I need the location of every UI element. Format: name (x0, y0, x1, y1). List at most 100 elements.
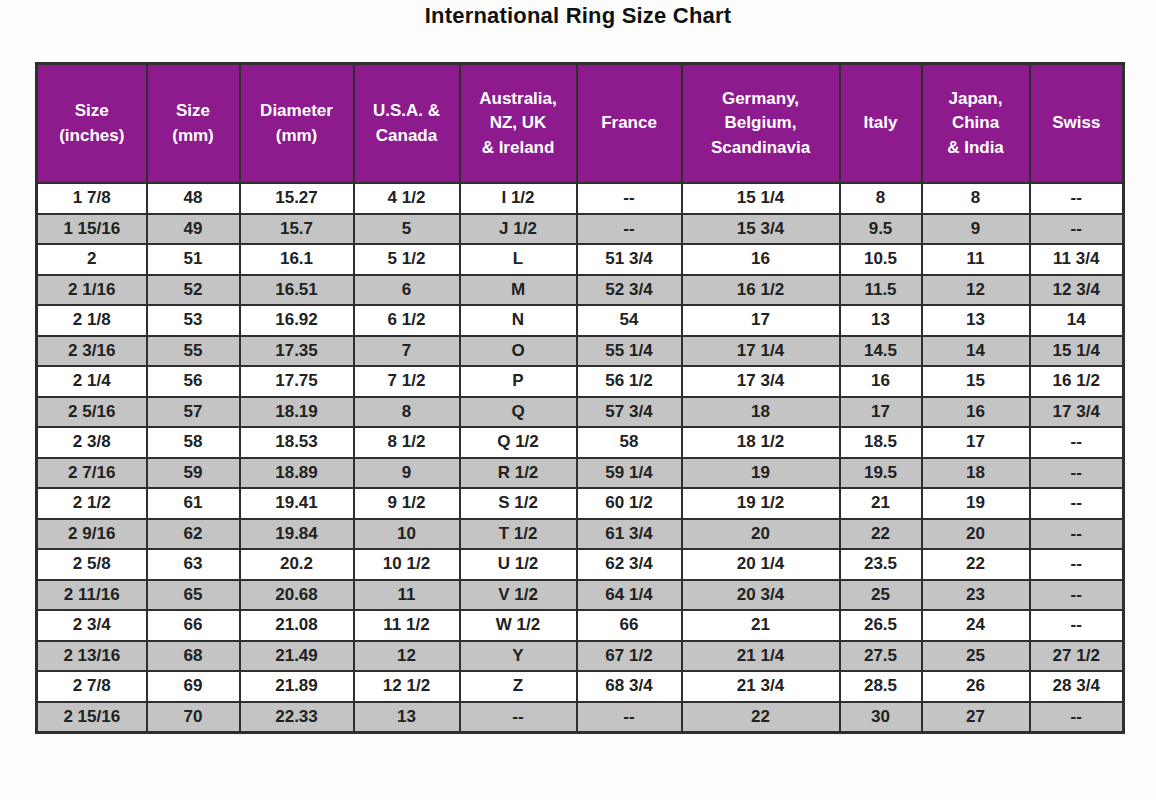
table-cell: 16 (840, 366, 922, 397)
table-cell: 4 1/2 (354, 183, 460, 214)
table-cell: 8 (354, 397, 460, 428)
table-cell: N (460, 305, 577, 336)
table-cell: 2 1/8 (37, 305, 147, 336)
table-cell: O (460, 336, 577, 367)
table-cell: 16 1/2 (1030, 366, 1124, 397)
table-cell: Z (460, 671, 577, 702)
table-cell: 15 3/4 (682, 214, 840, 245)
table-cell: 9 1/2 (354, 488, 460, 519)
table-cell: 19 (922, 488, 1030, 519)
table-cell: 61 (147, 488, 240, 519)
table-cell: 2 1/2 (37, 488, 147, 519)
table-cell: -- (460, 702, 577, 733)
table-cell: 21.49 (240, 641, 354, 672)
table-cell: U 1/2 (460, 549, 577, 580)
table-cell: 56 (147, 366, 240, 397)
table-cell: 16.51 (240, 275, 354, 306)
table-cell: 58 (147, 427, 240, 458)
page-title: International Ring Size Chart (0, 3, 1156, 29)
table-cell: 11 1/2 (354, 610, 460, 641)
table-cell: Q 1/2 (460, 427, 577, 458)
table-cell: 13 (354, 702, 460, 733)
ring-size-table: Size (inches) Size (mm) Diameter (mm) U.… (35, 62, 1125, 734)
table-cell: 17.35 (240, 336, 354, 367)
table-cell: 25 (922, 641, 1030, 672)
table-row: 2 1/45617.757 1/2P56 1/217 3/4161516 1/2 (37, 366, 1124, 397)
table-cell: 5 1/2 (354, 244, 460, 275)
table-cell: 19 (682, 458, 840, 489)
column-header-swiss: Swiss (1030, 64, 1124, 184)
table-cell: 11 (922, 244, 1030, 275)
table-cell: 10 (354, 519, 460, 550)
table-cell: 2 11/16 (37, 580, 147, 611)
table-cell: 52 3/4 (577, 275, 682, 306)
table-cell: 66 (147, 610, 240, 641)
table-cell: 51 3/4 (577, 244, 682, 275)
table-cell: 18.53 (240, 427, 354, 458)
table-cell: I 1/2 (460, 183, 577, 214)
table-row: 2 11/166520.6811V 1/264 1/420 3/42523-- (37, 580, 1124, 611)
table-cell: 17 3/4 (1030, 397, 1124, 428)
table-cell: 25 (840, 580, 922, 611)
table-cell: 17 (840, 397, 922, 428)
table-cell: 30 (840, 702, 922, 733)
table-cell: V 1/2 (460, 580, 577, 611)
column-header-germany-belgium-scandinavia: Germany, Belgium, Scandinavia (682, 64, 840, 184)
table-cell: 2 15/16 (37, 702, 147, 733)
table-cell: 21 1/4 (682, 641, 840, 672)
table-cell: -- (1030, 519, 1124, 550)
table-row: 2 1/85316.926 1/2N5417131314 (37, 305, 1124, 336)
table-cell: 15.7 (240, 214, 354, 245)
table-cell: 55 (147, 336, 240, 367)
table-cell: 12 (354, 641, 460, 672)
table-cell: 61 3/4 (577, 519, 682, 550)
table-row: 2 3/85818.538 1/2Q 1/25818 1/218.517-- (37, 427, 1124, 458)
table-cell: 23.5 (840, 549, 922, 580)
table-cell: -- (1030, 702, 1124, 733)
table-cell: 27 1/2 (1030, 641, 1124, 672)
table-cell: 20 (922, 519, 1030, 550)
table-row: 2 3/165517.357O55 1/417 1/414.51415 1/4 (37, 336, 1124, 367)
table-cell: 18.89 (240, 458, 354, 489)
table-cell: 8 (840, 183, 922, 214)
table-cell: Q (460, 397, 577, 428)
table-cell: -- (1030, 183, 1124, 214)
table-cell: 18.5 (840, 427, 922, 458)
table-cell: -- (1030, 580, 1124, 611)
table-cell: 22 (840, 519, 922, 550)
table-row: 2 1/26119.419 1/2S 1/260 1/219 1/22119-- (37, 488, 1124, 519)
table-row: 2 7/165918.899R 1/259 1/41919.518-- (37, 458, 1124, 489)
table-cell: -- (577, 702, 682, 733)
table-cell: 70 (147, 702, 240, 733)
column-header-size-inches: Size (inches) (37, 64, 147, 184)
column-header-japan-china-india: Japan, China & India (922, 64, 1030, 184)
table-cell: 13 (922, 305, 1030, 336)
table-cell: 24 (922, 610, 1030, 641)
table-cell: 16.92 (240, 305, 354, 336)
table-cell: 16 (682, 244, 840, 275)
table-cell: 20 (682, 519, 840, 550)
table-body: 1 7/84815.274 1/2I 1/2--15 1/488--1 15/1… (37, 183, 1124, 733)
table-cell: 59 (147, 458, 240, 489)
table-cell: -- (577, 214, 682, 245)
table-cell: 67 1/2 (577, 641, 682, 672)
table-cell: 17 (682, 305, 840, 336)
table-cell: 21.89 (240, 671, 354, 702)
table-cell: Y (460, 641, 577, 672)
table-cell: -- (1030, 214, 1124, 245)
table-cell: 15 1/4 (1030, 336, 1124, 367)
table-cell: 62 3/4 (577, 549, 682, 580)
table-cell: 18 (922, 458, 1030, 489)
table-cell: W 1/2 (460, 610, 577, 641)
table-cell: 57 (147, 397, 240, 428)
table-cell: 52 (147, 275, 240, 306)
table-cell: -- (1030, 458, 1124, 489)
table-cell: 59 1/4 (577, 458, 682, 489)
table-cell: 9.5 (840, 214, 922, 245)
column-header-usa-canada: U.S.A. & Canada (354, 64, 460, 184)
table-cell: -- (1030, 549, 1124, 580)
table-cell: 15.27 (240, 183, 354, 214)
table-cell: 12 1/2 (354, 671, 460, 702)
column-header-australia-nz-uk-ireland: Australia, NZ, UK & Ireland (460, 64, 577, 184)
table-cell: 6 (354, 275, 460, 306)
